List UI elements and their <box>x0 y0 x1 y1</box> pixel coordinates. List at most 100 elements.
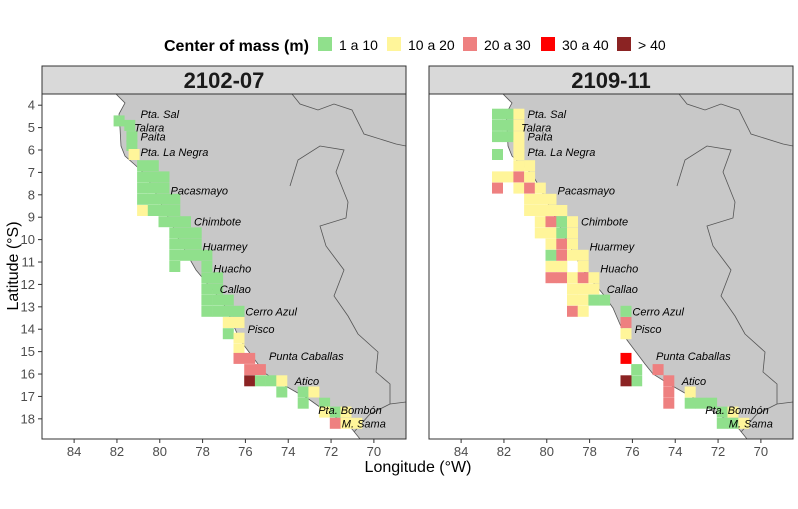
legend-label: 30 a 40 <box>562 37 609 53</box>
grid-cell <box>222 317 234 328</box>
grid-cell <box>513 119 525 131</box>
grid-cell <box>169 249 181 261</box>
legend-title: Center of mass (m) <box>164 38 309 55</box>
grid-cell <box>545 205 557 216</box>
grid-cell <box>663 397 675 409</box>
grid-cell <box>502 119 514 131</box>
place-label: Pta. Sal <box>528 109 567 121</box>
place-label: Talara <box>521 123 551 135</box>
grid-cell <box>222 305 234 317</box>
place-label: Pacasmayo <box>558 185 615 197</box>
place-label: Talara <box>134 123 164 135</box>
grid-cell <box>492 108 503 120</box>
grid-cell <box>545 249 557 261</box>
place-label: Atico <box>294 376 319 388</box>
place-label: Chimbote <box>194 217 241 229</box>
x-tick-label: 80 <box>153 444 167 459</box>
grid-cell <box>524 182 536 194</box>
place-label: Pta. Bombón <box>318 405 382 417</box>
x-axis-title: Longitude (°W) <box>365 459 472 476</box>
place-label: Pta. Sal <box>141 109 180 121</box>
x-tick-label: 76 <box>238 444 252 459</box>
grid-cell <box>534 182 546 194</box>
grid-cell <box>556 249 568 261</box>
grid-cell <box>233 352 245 364</box>
grid-cell <box>577 249 589 261</box>
y-tick-label: 12 <box>21 277 35 292</box>
grid-cell <box>137 205 149 216</box>
grid-cell <box>222 328 234 340</box>
y-tick-label: 8 <box>28 187 35 202</box>
place-label: Cerro Azul <box>632 306 684 318</box>
grid-cell <box>524 171 536 183</box>
grid-cell <box>244 375 256 387</box>
grid-cell <box>545 272 557 284</box>
x-tick-label: 82 <box>497 444 511 459</box>
legend-swatch <box>318 37 332 51</box>
grid-cell <box>190 238 202 250</box>
grid-cell <box>201 272 213 284</box>
grid-cell <box>212 294 224 306</box>
grid-cell <box>201 249 213 261</box>
grid-cell <box>556 227 568 239</box>
grid-cell <box>244 364 256 376</box>
x-tick-label: 70 <box>367 444 381 459</box>
legend-swatch <box>541 37 555 51</box>
grid-cell <box>180 249 191 261</box>
grid-cell <box>329 406 341 418</box>
grid-cell <box>716 417 728 429</box>
grid-cell <box>169 238 181 250</box>
grid-cell <box>502 171 514 183</box>
grid-cell <box>147 205 159 216</box>
grid-cell <box>513 131 525 143</box>
place-label: Huacho <box>600 264 638 276</box>
grid-cell <box>492 171 503 183</box>
grid-cell <box>567 294 578 306</box>
y-tick-label: 5 <box>28 120 35 135</box>
grid-cell <box>706 397 718 409</box>
place-label: Pta. Bombón <box>705 405 769 417</box>
panel-frame <box>41 93 407 440</box>
y-tick-label: 9 <box>28 210 35 225</box>
legend-swatch <box>387 37 401 51</box>
x-tick-label: 78 <box>195 444 209 459</box>
x-tick-label: 70 <box>754 444 768 459</box>
grid-cell <box>567 216 578 228</box>
y-tick-label: 13 <box>21 299 35 314</box>
grid-cell <box>351 417 363 429</box>
grid-cell <box>545 216 557 228</box>
grid-cell <box>233 317 245 328</box>
grid-cell <box>652 364 664 376</box>
grid-cell <box>556 272 568 284</box>
grid-cell <box>556 205 568 216</box>
grid-cell <box>534 205 546 216</box>
y-tick-label: 4 <box>28 98 35 113</box>
grid-cell <box>147 193 159 205</box>
grid-cell <box>513 182 525 194</box>
grid-cell <box>201 305 213 317</box>
panel-frame <box>428 93 794 440</box>
place-label: Paita <box>528 132 553 144</box>
grid-cell <box>620 328 632 340</box>
grid-cell <box>212 283 224 295</box>
panel-title: 2102-07 <box>184 68 265 93</box>
grid-cell <box>534 227 546 239</box>
grid-cell <box>212 272 224 284</box>
place-label: M. Sama <box>729 418 773 430</box>
grid-cell <box>631 375 643 387</box>
panel-title: 2109-11 <box>571 68 651 93</box>
grid-cell <box>233 332 245 344</box>
grid-cell <box>663 386 675 398</box>
grid-cell <box>620 352 632 364</box>
place-label: M. Sama <box>342 418 386 430</box>
place-label: Pisco <box>635 324 662 336</box>
grid-cell <box>201 261 213 272</box>
grid-cell <box>695 397 707 409</box>
grid-cell <box>492 131 503 143</box>
grid-cell <box>169 261 181 272</box>
place-label: Callao <box>220 284 251 296</box>
grid-cell <box>147 182 159 194</box>
grid-cell <box>620 375 632 387</box>
grid-cell <box>577 294 589 306</box>
